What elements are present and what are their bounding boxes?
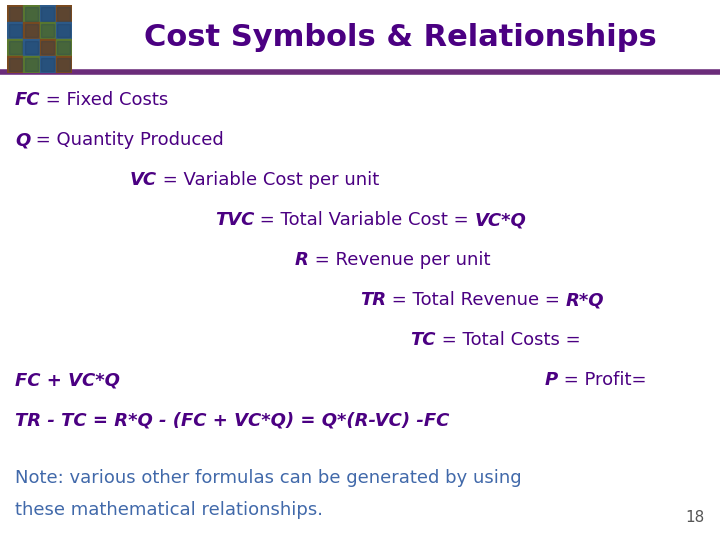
- Bar: [25, 24, 38, 37]
- Bar: [58, 24, 71, 37]
- Text: TR - TC = R*Q - (FC + VC*Q) = Q*(R-VC) -FC: TR - TC = R*Q - (FC + VC*Q) = Q*(R-VC) -…: [15, 411, 449, 429]
- Text: = Profit=: = Profit=: [558, 371, 647, 389]
- Text: Q: Q: [15, 131, 30, 149]
- Text: R*Q: R*Q: [566, 291, 604, 309]
- Bar: [58, 7, 71, 21]
- Bar: [56, 5, 72, 22]
- Bar: [58, 41, 71, 55]
- Text: R: R: [295, 251, 309, 269]
- Text: P: P: [545, 371, 558, 389]
- Text: FC: FC: [15, 91, 40, 109]
- Bar: [40, 22, 56, 39]
- Bar: [40, 39, 56, 56]
- Text: = Total Costs =: = Total Costs =: [436, 331, 586, 349]
- Bar: [25, 7, 38, 21]
- Bar: [7, 56, 23, 73]
- Bar: [25, 58, 38, 71]
- Bar: [25, 41, 38, 55]
- Text: FC + VC*Q: FC + VC*Q: [15, 371, 120, 389]
- Text: = Revenue per unit: = Revenue per unit: [309, 251, 490, 269]
- Text: = Variable Cost per unit: = Variable Cost per unit: [157, 171, 379, 189]
- Text: Note: various other formulas can be generated by using: Note: various other formulas can be gene…: [15, 469, 521, 487]
- Text: VC*Q: VC*Q: [474, 211, 526, 229]
- Text: these mathematical relationships.: these mathematical relationships.: [15, 501, 323, 519]
- Text: = Total Variable Cost =: = Total Variable Cost =: [254, 211, 474, 229]
- Bar: [23, 56, 40, 73]
- Bar: [7, 22, 23, 39]
- Bar: [9, 58, 22, 71]
- Bar: [40, 5, 56, 22]
- Bar: [41, 24, 54, 37]
- Bar: [58, 58, 71, 71]
- Bar: [7, 5, 23, 22]
- Bar: [9, 7, 22, 21]
- Text: TVC: TVC: [215, 211, 254, 229]
- Text: = Fixed Costs: = Fixed Costs: [40, 91, 168, 109]
- Bar: [41, 41, 54, 55]
- Text: = Total Revenue =: = Total Revenue =: [386, 291, 566, 309]
- Bar: [23, 5, 40, 22]
- Text: TR: TR: [360, 291, 386, 309]
- Bar: [9, 41, 22, 55]
- Bar: [56, 39, 72, 56]
- Text: 18: 18: [685, 510, 705, 525]
- Bar: [23, 22, 40, 39]
- Text: VC: VC: [130, 171, 157, 189]
- Bar: [41, 58, 54, 71]
- Bar: [7, 39, 23, 56]
- Text: = Quantity Produced: = Quantity Produced: [30, 131, 224, 149]
- Bar: [56, 22, 72, 39]
- Text: TC: TC: [410, 331, 436, 349]
- Bar: [56, 56, 72, 73]
- Bar: [23, 39, 40, 56]
- Text: Cost Symbols & Relationships: Cost Symbols & Relationships: [143, 24, 657, 52]
- Bar: [41, 7, 54, 21]
- Bar: [9, 24, 22, 37]
- Bar: [40, 56, 56, 73]
